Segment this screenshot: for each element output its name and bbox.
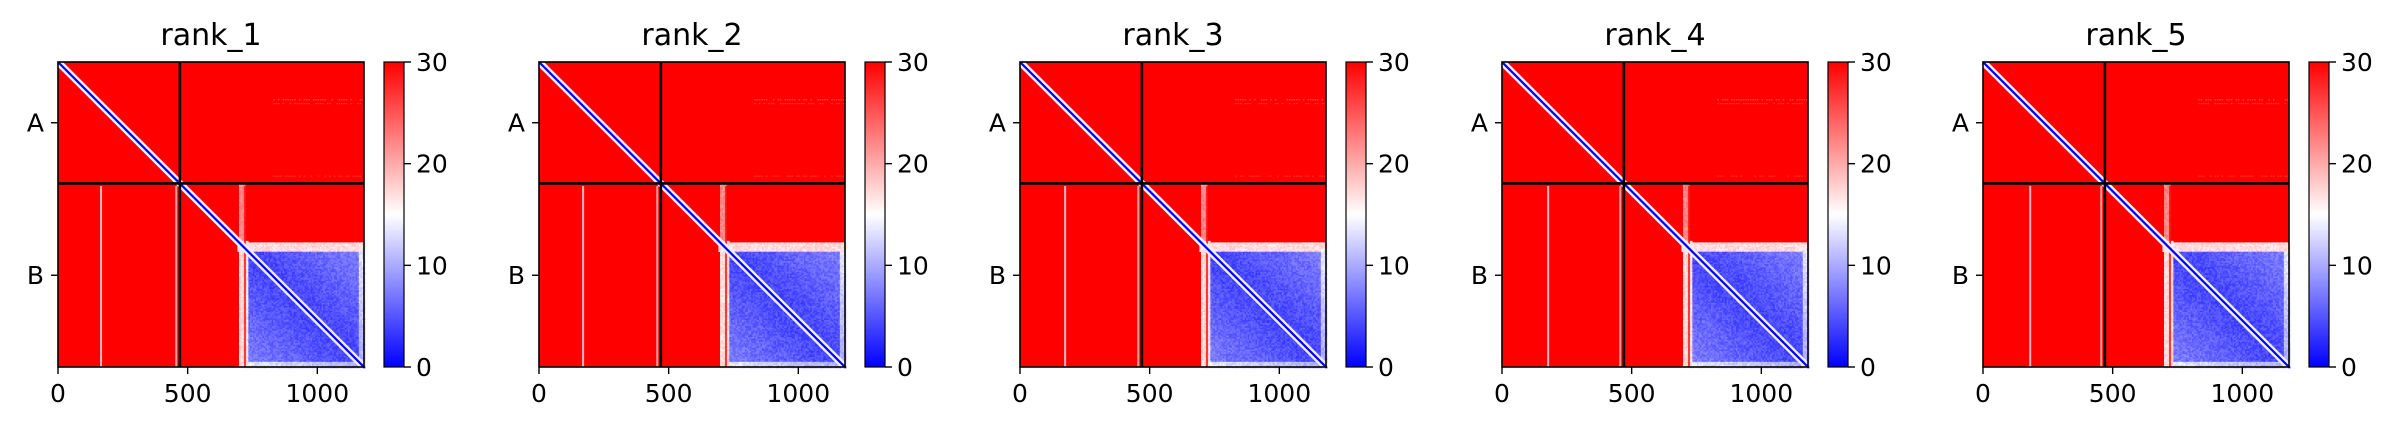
pae-panel-1: rank_10 500 1000AB0102030 — [27, 18, 448, 408]
